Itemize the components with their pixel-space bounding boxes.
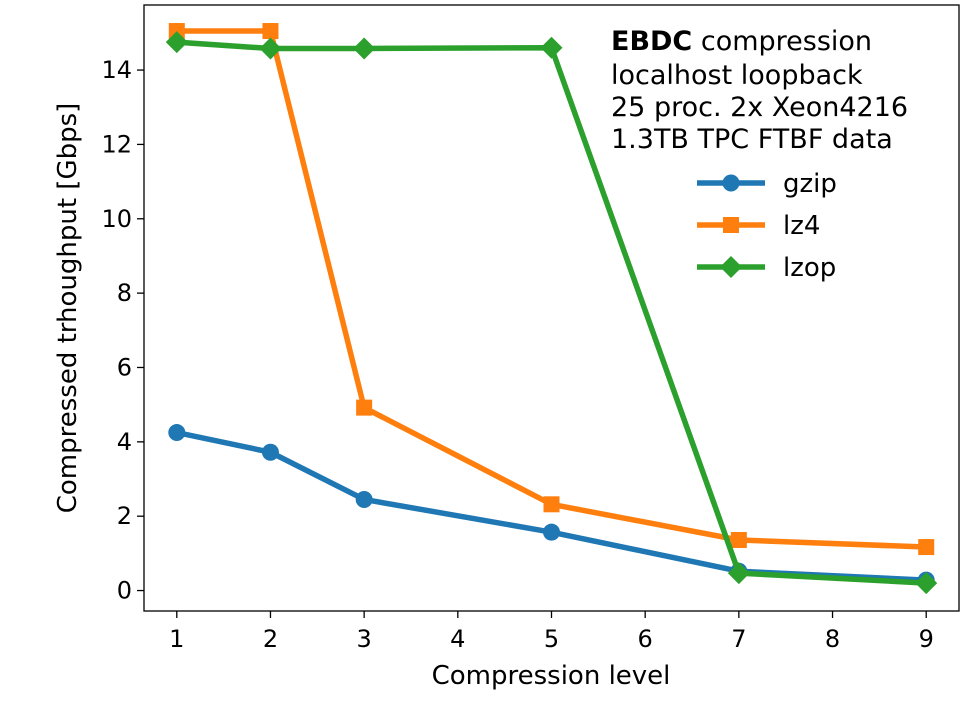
legend-label-lz4: lz4 <box>783 211 820 241</box>
series-line-lz4 <box>174 28 930 550</box>
data-point-lzop <box>915 572 938 595</box>
series-lzop <box>165 31 938 595</box>
data-point-gzip <box>355 490 373 508</box>
annotation-line-3: 25 proc. 2x Xeon4216 <box>611 92 908 123</box>
data-point-lz4 <box>356 399 373 416</box>
data-point-gzip <box>168 424 186 442</box>
data-point-lz4 <box>543 496 560 513</box>
x-tick-label: 1 <box>169 625 184 653</box>
x-tick-label: 2 <box>263 625 278 653</box>
annotation-line-1-rest: compression <box>692 26 872 57</box>
series-layer <box>165 23 938 595</box>
y-tick-label: 0 <box>117 577 132 605</box>
series-line-lzop <box>173 39 930 587</box>
annotation-line-4: 1.3TB TPC FTBF data <box>611 124 893 155</box>
legend-entry-lz4: lz4 <box>697 211 820 241</box>
x-tick-label: 6 <box>638 625 653 653</box>
y-axis-label: Compressed trhoughput [Gbps] <box>53 103 83 514</box>
annotation-line-2: localhost loopback <box>611 60 863 91</box>
data-point-lzop <box>727 562 750 585</box>
x-axis-label: Compression level <box>432 661 671 691</box>
y-tick-label: 12 <box>101 130 132 158</box>
data-point-gzip <box>543 523 560 541</box>
y-tick-label: 6 <box>117 353 132 381</box>
legend: gzip lz4 lzop <box>697 169 837 283</box>
data-point-lzop <box>540 36 563 59</box>
plot-frame <box>143 4 960 612</box>
y-tick-label: 14 <box>101 56 132 84</box>
series-lz4 <box>168 23 935 556</box>
data-point-lz4 <box>918 539 935 556</box>
legend-marker-lz4 <box>723 217 739 233</box>
data-point-lzop <box>353 37 376 60</box>
legend-marker-gzip <box>722 174 740 192</box>
annotation: EBDC compression localhost loopback 25 p… <box>611 26 908 155</box>
data-point-gzip <box>261 443 279 461</box>
data-point-lz4 <box>730 531 747 548</box>
legend-label-lzop: lzop <box>783 253 836 283</box>
data-point-lz4 <box>262 23 279 40</box>
x-tick-label: 5 <box>544 625 559 653</box>
data-point-lzop <box>165 31 188 54</box>
y-tick-label: 4 <box>117 428 132 456</box>
x-tick-label: 7 <box>731 625 746 653</box>
data-point-lzop <box>259 37 282 60</box>
annotation-line-1: EBDC compression <box>611 26 872 57</box>
annotation-bold: EBDC <box>611 26 692 57</box>
x-tick-label: 4 <box>450 625 465 653</box>
legend-entry-lzop: lzop <box>697 253 836 283</box>
x-tick-label: 3 <box>357 625 372 653</box>
y-tick-label: 10 <box>101 205 132 233</box>
y-tick-label: 2 <box>117 502 132 530</box>
legend-marker-lzop <box>720 256 742 278</box>
legend-entry-gzip: gzip <box>697 169 837 199</box>
y-tick-label: 8 <box>117 279 132 307</box>
data-point-lz4 <box>168 23 185 40</box>
x-tick-label: 9 <box>919 625 934 653</box>
legend-label-gzip: gzip <box>783 169 837 199</box>
x-tick-label: 8 <box>825 625 840 653</box>
